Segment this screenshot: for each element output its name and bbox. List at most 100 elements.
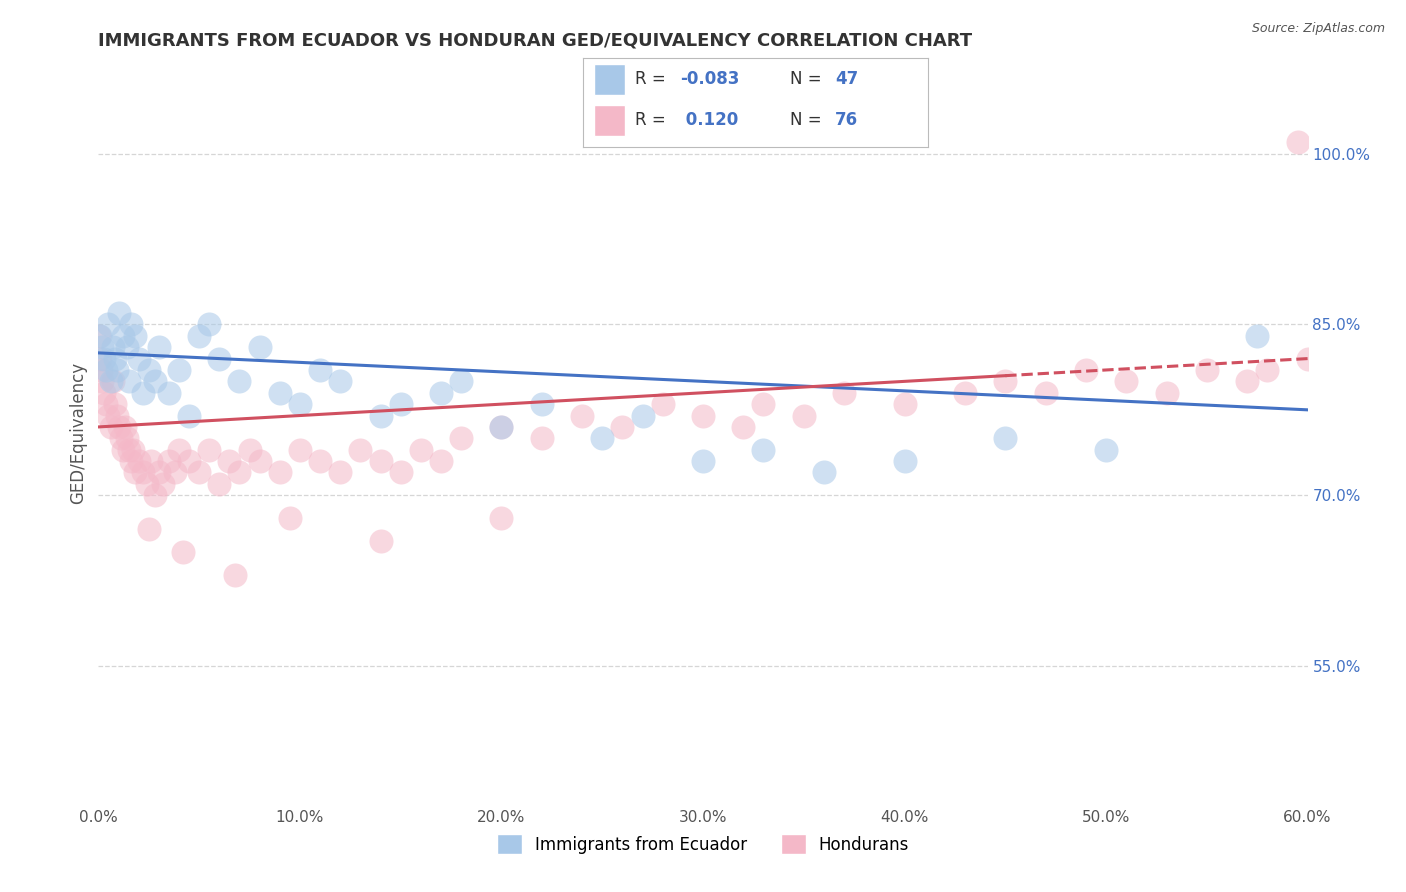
Point bbox=[1296, 351, 1319, 366]
Text: 76: 76 bbox=[835, 112, 858, 129]
Point bbox=[97, 409, 120, 423]
Point bbox=[111, 442, 134, 457]
Point bbox=[110, 431, 132, 445]
Point bbox=[752, 397, 775, 411]
Point bbox=[591, 431, 613, 445]
Point bbox=[188, 328, 211, 343]
Point bbox=[893, 454, 915, 468]
Point bbox=[115, 431, 138, 445]
Point bbox=[107, 420, 129, 434]
Point bbox=[89, 351, 111, 366]
Point bbox=[994, 375, 1017, 389]
Point bbox=[1095, 442, 1118, 457]
Point bbox=[793, 409, 815, 423]
Point bbox=[612, 420, 634, 434]
Point bbox=[103, 397, 125, 411]
Point bbox=[148, 340, 170, 354]
Point bbox=[100, 375, 122, 389]
Point bbox=[288, 442, 311, 457]
Point bbox=[239, 442, 262, 457]
Text: 0.120: 0.120 bbox=[681, 112, 738, 129]
Point bbox=[128, 351, 150, 366]
Point bbox=[118, 442, 141, 457]
Point bbox=[105, 409, 128, 423]
Point bbox=[1156, 385, 1178, 400]
Point bbox=[138, 523, 160, 537]
Point bbox=[179, 409, 201, 423]
Point bbox=[491, 420, 513, 434]
FancyBboxPatch shape bbox=[593, 64, 624, 95]
Point bbox=[530, 397, 553, 411]
Point bbox=[163, 466, 186, 480]
Point bbox=[530, 431, 553, 445]
Point bbox=[101, 375, 124, 389]
Point bbox=[832, 385, 855, 400]
Point bbox=[157, 385, 180, 400]
Point bbox=[132, 385, 155, 400]
Legend: Immigrants from Ecuador, Hondurans: Immigrants from Ecuador, Hondurans bbox=[491, 828, 915, 861]
Point bbox=[409, 442, 432, 457]
Point bbox=[269, 385, 291, 400]
Text: -0.083: -0.083 bbox=[681, 70, 740, 88]
Point bbox=[198, 318, 221, 332]
Point bbox=[370, 533, 392, 548]
Point bbox=[93, 351, 115, 366]
Point bbox=[278, 511, 301, 525]
Point bbox=[114, 420, 136, 434]
Point bbox=[143, 375, 166, 389]
Point bbox=[309, 454, 332, 468]
Point bbox=[571, 409, 593, 423]
Point bbox=[1035, 385, 1057, 400]
Point bbox=[121, 442, 143, 457]
Point bbox=[111, 328, 134, 343]
FancyBboxPatch shape bbox=[593, 105, 624, 136]
Point bbox=[288, 397, 311, 411]
Point bbox=[139, 454, 162, 468]
Point bbox=[120, 454, 142, 468]
Point bbox=[1236, 375, 1258, 389]
Point bbox=[218, 454, 240, 468]
Point bbox=[389, 397, 412, 411]
Point bbox=[228, 466, 250, 480]
Text: 47: 47 bbox=[835, 70, 858, 88]
Point bbox=[349, 442, 371, 457]
Point bbox=[89, 328, 111, 343]
Point bbox=[491, 511, 513, 525]
Point bbox=[752, 442, 775, 457]
Point bbox=[329, 375, 352, 389]
Point bbox=[269, 466, 291, 480]
Text: R =: R = bbox=[636, 70, 671, 88]
Text: IMMIGRANTS FROM ECUADOR VS HONDURAN GED/EQUIVALENCY CORRELATION CHART: IMMIGRANTS FROM ECUADOR VS HONDURAN GED/… bbox=[98, 32, 973, 50]
Point bbox=[430, 454, 453, 468]
Point bbox=[309, 363, 332, 377]
Point bbox=[1115, 375, 1137, 389]
Point bbox=[179, 454, 201, 468]
Point bbox=[128, 454, 150, 468]
Point bbox=[692, 454, 714, 468]
Point bbox=[118, 375, 141, 389]
Point bbox=[105, 363, 128, 377]
Point bbox=[208, 476, 231, 491]
Point bbox=[124, 328, 146, 343]
Point bbox=[893, 397, 915, 411]
Point bbox=[101, 340, 124, 354]
Point bbox=[389, 466, 412, 480]
Point bbox=[124, 466, 146, 480]
Text: R =: R = bbox=[636, 112, 671, 129]
Point bbox=[100, 420, 122, 434]
Point bbox=[97, 318, 120, 332]
Point bbox=[157, 454, 180, 468]
Point bbox=[329, 466, 352, 480]
Point bbox=[152, 476, 174, 491]
Point bbox=[120, 318, 142, 332]
Point bbox=[172, 545, 194, 559]
Text: Source: ZipAtlas.com: Source: ZipAtlas.com bbox=[1251, 22, 1385, 36]
Point bbox=[96, 397, 118, 411]
Point bbox=[1256, 363, 1278, 377]
Point bbox=[135, 476, 157, 491]
Text: N =: N = bbox=[790, 70, 827, 88]
Point bbox=[224, 568, 246, 582]
Point bbox=[450, 431, 472, 445]
Point bbox=[228, 375, 250, 389]
Point bbox=[733, 420, 755, 434]
